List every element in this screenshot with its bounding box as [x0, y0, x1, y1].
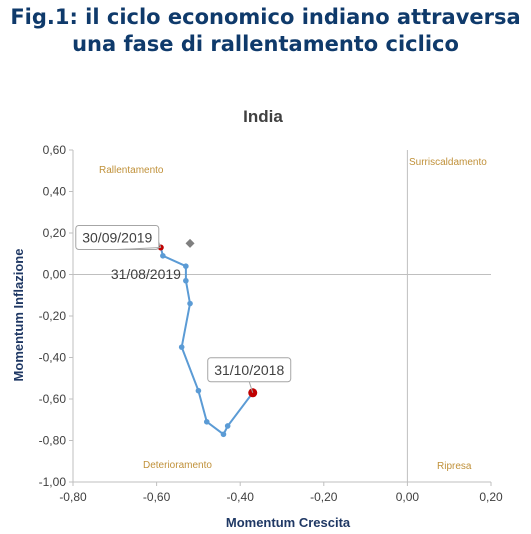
y-tick-label: 0,60: [43, 143, 67, 157]
annotation-pointer: [117, 247, 161, 251]
x-tick-label: -0,20: [310, 490, 338, 504]
data-point: [183, 277, 189, 284]
y-axis-title: Momentum Inflazione: [11, 249, 26, 382]
annotation-label: 30/09/2019: [82, 230, 152, 246]
x-tick-label: -0,40: [227, 490, 255, 504]
x-tick-label: -0,60: [143, 490, 171, 504]
data-point: [160, 253, 166, 259]
series-layer: [157, 238, 258, 438]
y-tick-label: 0,00: [43, 268, 67, 282]
annotation-callout: 30/09/2019: [75, 225, 162, 251]
y-tick-label: -0,60: [39, 392, 67, 406]
data-point: [195, 387, 202, 394]
quadrant-label-surriscaldamento: Surriscaldamento: [409, 157, 487, 168]
y-tick-label: 0,40: [43, 185, 67, 199]
x-tick-label: 0,20: [479, 490, 503, 504]
annotation-label: 31/08/2019: [111, 266, 181, 282]
y-tick-label: 0,20: [43, 226, 67, 240]
y-tick-label: -1,00: [39, 475, 67, 489]
y-tick-label: -0,20: [39, 309, 67, 323]
quadrant-labels: Rallentamento Surriscaldamento Deteriora…: [99, 157, 487, 472]
data-point: [183, 263, 189, 270]
quadrant-label-deterioramento: Deterioramento: [143, 460, 212, 471]
quadrant-label-rallentamento: Rallentamento: [99, 165, 164, 176]
data-point: [220, 431, 227, 438]
y-tick-label: -0,40: [39, 351, 67, 365]
chart-axes: 0,600,400,200,00-0,20-0,40-0,60-0,80-1,0…: [39, 143, 503, 504]
data-point: [178, 344, 185, 350]
figure-title-line-2: una fase di rallentamento ciclico: [72, 32, 459, 56]
annotation-pointer: [158, 242, 162, 248]
quadrant-label-ripresa: Ripresa: [437, 461, 472, 472]
y-tick-label: -0,80: [39, 434, 67, 448]
annotation-label: 31/10/2018: [214, 362, 284, 378]
data-point: [203, 419, 210, 425]
x-tick-label: 0,00: [396, 490, 420, 504]
x-tick-label: -0,80: [59, 490, 87, 504]
figure-title-line-1: Fig.1: il ciclo economico indiano attrav…: [10, 5, 521, 29]
data-point: [187, 300, 193, 307]
data-point: [224, 423, 231, 429]
average-diamond-marker: [185, 238, 195, 248]
figure-title: Fig.1: il ciclo economico indiano attrav…: [0, 4, 531, 58]
annotation-callout: 31/10/2018: [207, 357, 292, 393]
x-axis-title: Momentum Crescita: [226, 515, 351, 530]
annotation-pointer: [248, 381, 254, 393]
chart-title: India: [243, 107, 283, 126]
annotation-layer: 31/10/2018 30/09/2019 31/08/2019: [75, 225, 292, 393]
